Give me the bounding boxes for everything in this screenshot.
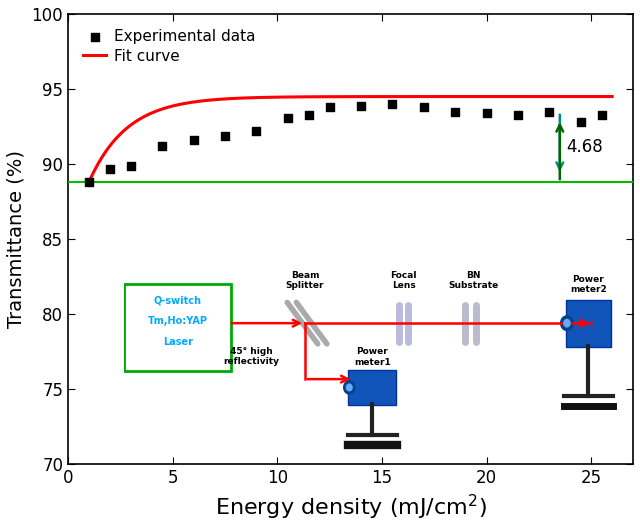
Experimental data — [125, 161, 136, 170]
Experimental data — [220, 131, 230, 140]
Experimental data — [387, 100, 397, 108]
Experimental data — [596, 111, 607, 119]
Experimental data — [513, 111, 523, 119]
Experimental data — [481, 109, 492, 117]
Experimental data — [303, 111, 314, 119]
Experimental data — [105, 165, 115, 173]
Fit curve — [337, 94, 344, 100]
Experimental data — [450, 107, 460, 116]
Experimental data — [157, 142, 167, 150]
X-axis label: Energy density (mJ/cm$^2$): Energy density (mJ/cm$^2$) — [214, 493, 486, 522]
Line: Fit curve: Fit curve — [89, 96, 612, 182]
Fit curve — [596, 93, 604, 99]
Fit curve — [85, 179, 93, 185]
Fit curve — [368, 94, 376, 100]
Text: 4.68: 4.68 — [566, 138, 603, 156]
Y-axis label: Transmittance (%): Transmittance (%) — [7, 150, 26, 328]
Experimental data — [324, 103, 335, 111]
Experimental data — [356, 102, 366, 110]
Experimental data — [544, 107, 554, 116]
Experimental data — [575, 118, 586, 126]
Fit curve — [514, 93, 522, 99]
Fit curve — [333, 94, 341, 100]
Legend: Experimental data, Fit curve: Experimental data, Fit curve — [76, 22, 263, 71]
Experimental data — [188, 136, 198, 144]
Experimental data — [283, 113, 293, 122]
Experimental data — [419, 103, 429, 111]
Experimental data — [252, 127, 262, 135]
Experimental data — [84, 178, 94, 186]
Fit curve — [608, 93, 616, 99]
Fit curve — [397, 94, 404, 100]
